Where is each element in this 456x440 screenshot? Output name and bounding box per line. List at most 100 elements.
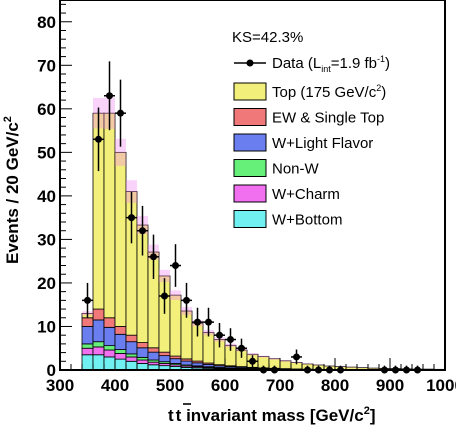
bar-w_bottom-0	[81, 354, 94, 370]
bar-w_light-2	[103, 326, 116, 347]
bar-w_light-1	[92, 319, 105, 343]
bar-w_light-8	[169, 358, 182, 364]
x-axis-title-sup: 2	[364, 405, 370, 417]
legend-label-top: Top (175 GeV/c2)	[272, 83, 386, 101]
bar-ew_single_top-4	[125, 334, 138, 343]
band-8	[170, 290, 181, 300]
x-tick-label-800: 800	[321, 376, 349, 395]
bar-top-9	[180, 310, 193, 360]
data-point-0	[84, 296, 91, 304]
y-axis-title-main: Events / 20 GeV/c	[3, 122, 22, 264]
bar-w_bottom-1	[92, 354, 105, 370]
band-20	[302, 363, 313, 365]
bar-ew_single_top-3	[114, 326, 127, 335]
bar-w_charm-4	[125, 356, 138, 362]
bar-w_charm-0	[81, 347, 94, 356]
legend: Data (Lint=1.9 fb-1) Top (175 GeV/c2) EW …	[233, 54, 390, 229]
y-tick-label-0: 0	[47, 361, 56, 380]
data-point-1	[95, 135, 102, 143]
x-tick-label-600: 600	[211, 376, 239, 395]
data-point-5	[139, 227, 146, 235]
x-axis-title-t1: t	[168, 406, 174, 425]
bar-w_light-10	[191, 362, 204, 367]
data-point-3	[117, 109, 124, 117]
legend-data-sup: -1	[377, 54, 385, 64]
bar-w_charm-1	[92, 346, 105, 356]
legend-label-w_light: W+Light Flavor	[272, 135, 373, 152]
y-tick-label-60: 60	[37, 100, 56, 119]
bar-non_w-0	[81, 343, 94, 349]
legend-swatch-w_bottom	[233, 210, 267, 228]
y-tick-label-40: 40	[37, 187, 56, 206]
y-tick-label-80: 80	[37, 13, 56, 32]
y-axis-title: Events / 20 GeV/c2	[2, 116, 22, 264]
band-15	[247, 353, 258, 356]
bar-top-18	[279, 360, 292, 370]
stacked-bars	[81, 112, 445, 370]
legend-label-ew_single_top: EW & Single Top	[272, 110, 384, 127]
bar-w_light-6	[147, 351, 160, 361]
band-21	[313, 364, 324, 366]
legend-label-w_bottom: W+Bottom	[272, 212, 342, 229]
bar-ew_single_top-2	[103, 317, 116, 328]
bar-top-2	[103, 112, 116, 319]
data-point-4	[128, 214, 135, 222]
legend-data-entry: Data (Lint=1.9 fb-1)	[234, 54, 390, 74]
plot-frame	[59, 0, 446, 371]
bar-w_light-7	[158, 355, 171, 363]
x-axis-title-t2: t	[176, 406, 182, 425]
x-tick-label-900: 900	[376, 376, 404, 395]
legend-label-non_w: Non-W	[272, 161, 320, 178]
y-tick-label-50: 50	[37, 143, 56, 162]
band-17	[269, 357, 280, 360]
legend-swatch-w_charm	[233, 184, 267, 203]
bar-w_bottom-4	[125, 360, 138, 370]
y-tick-label-70: 70	[37, 56, 56, 75]
bar-w_light-5	[136, 347, 149, 358]
bar-w_charm-2	[103, 349, 116, 358]
bar-w_charm-5	[136, 359, 149, 364]
bar-ew_single_top-1	[92, 308, 105, 321]
data-point-2	[106, 92, 113, 100]
bar-non_w-2	[103, 345, 116, 351]
y-tick-label-20: 20	[37, 274, 56, 293]
x-axis-title-end: ]	[370, 406, 376, 425]
legend-label-w_charm: W+Charm	[272, 186, 340, 203]
legend-swatch-non_w	[233, 159, 267, 177]
bar-w_light-9	[180, 360, 193, 366]
bar-ew_single_top-0	[81, 317, 94, 327]
y-tick-label-10: 10	[37, 317, 56, 336]
bar-w_charm-3	[114, 353, 127, 360]
data-point-9	[183, 296, 190, 304]
legend-data-rest: =1.9 fb	[331, 55, 377, 72]
band-18	[280, 360, 291, 362]
data-point-18	[293, 353, 300, 361]
band-3	[115, 138, 126, 166]
bar-top-11	[202, 332, 215, 364]
bar-top-3	[114, 151, 127, 327]
svg-text:Data (Lint=1.9 fb-1): Data (Lint=1.9 fb-1)	[272, 54, 390, 74]
bar-ew_single_top-5	[136, 342, 149, 349]
data-point-8	[172, 262, 179, 270]
legend-swatch-w_light	[233, 133, 267, 152]
bar-non_w-1	[92, 341, 105, 348]
x-tick-label-300: 300	[46, 376, 74, 395]
bar-non_w-3	[114, 349, 127, 354]
data-point-13	[227, 336, 234, 344]
bar-w_light-3	[114, 333, 127, 350]
bar-ew_single_top-7	[158, 351, 171, 357]
legend-data-end: )	[385, 55, 390, 72]
bar-w_bottom-2	[103, 356, 116, 370]
x-tick-label-700: 700	[266, 376, 294, 395]
legend-data-marker	[246, 59, 254, 67]
band-16	[258, 355, 269, 358]
x-tick-label-500: 500	[156, 376, 184, 395]
y-axis-title-sup: 2	[2, 116, 14, 122]
legend-swatch-top	[233, 82, 267, 101]
bar-ew_single_top-6	[147, 347, 160, 353]
legend-data-sub: int	[321, 64, 331, 74]
legend-swatch-ew_single_top	[233, 108, 267, 126]
